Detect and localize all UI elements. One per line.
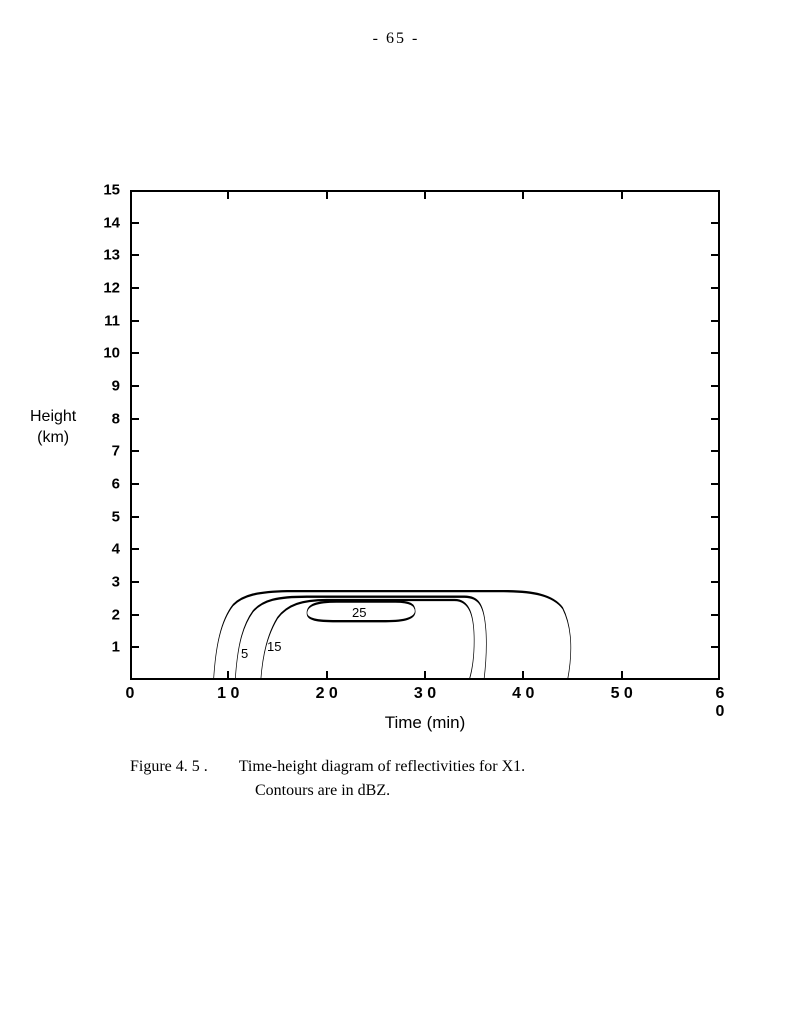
contour-plot: 1 2 3 4 5 6 7 8 9 10 11 12 13 14 15 0 1 … bbox=[130, 190, 720, 680]
xtick-label: 1 0 bbox=[217, 685, 239, 703]
y-axis-label: Height (km) bbox=[30, 407, 76, 449]
ytick-label: 1 bbox=[80, 639, 120, 656]
y-axis-label-line2: (km) bbox=[30, 428, 76, 449]
ytick-label: 4 bbox=[80, 541, 120, 558]
ytick-label: 15 bbox=[80, 182, 120, 199]
ytick-label: 5 bbox=[80, 508, 120, 525]
caption-line2: Contours are in dBZ. bbox=[130, 779, 720, 803]
page-number: - 65 - bbox=[0, 30, 792, 48]
ytick-label: 14 bbox=[80, 214, 120, 231]
ytick-label: 11 bbox=[80, 312, 120, 329]
contour-label-25: 25 bbox=[352, 605, 366, 620]
contour-label-5: 5 bbox=[241, 646, 248, 661]
ytick-label: 10 bbox=[80, 345, 120, 362]
xtick-label: 2 0 bbox=[316, 685, 338, 703]
ytick-label: 13 bbox=[80, 247, 120, 264]
y-axis-label-line1: Height bbox=[30, 407, 76, 428]
ytick-label: 8 bbox=[80, 410, 120, 427]
contour-lines bbox=[130, 190, 720, 680]
contour-label-15: 15 bbox=[267, 639, 281, 654]
ytick-label: 6 bbox=[80, 476, 120, 493]
figure-caption: Figure 4. 5 . Time-height diagram of ref… bbox=[130, 755, 720, 803]
ytick-label: 9 bbox=[80, 378, 120, 395]
caption-line1: Time-height diagram of reflectivities fo… bbox=[239, 758, 525, 775]
xtick-label: 3 0 bbox=[414, 685, 436, 703]
xtick-label: 4 0 bbox=[512, 685, 534, 703]
ytick-label: 7 bbox=[80, 443, 120, 460]
ytick-label: 2 bbox=[80, 606, 120, 623]
x-axis-label: Time (min) bbox=[130, 713, 720, 733]
ytick-label: 3 bbox=[80, 574, 120, 591]
figure-number: Figure 4. 5 . bbox=[130, 755, 235, 779]
xtick-label: 5 0 bbox=[611, 685, 633, 703]
ytick-label: 12 bbox=[80, 280, 120, 297]
xtick-label: 0 bbox=[126, 685, 135, 703]
